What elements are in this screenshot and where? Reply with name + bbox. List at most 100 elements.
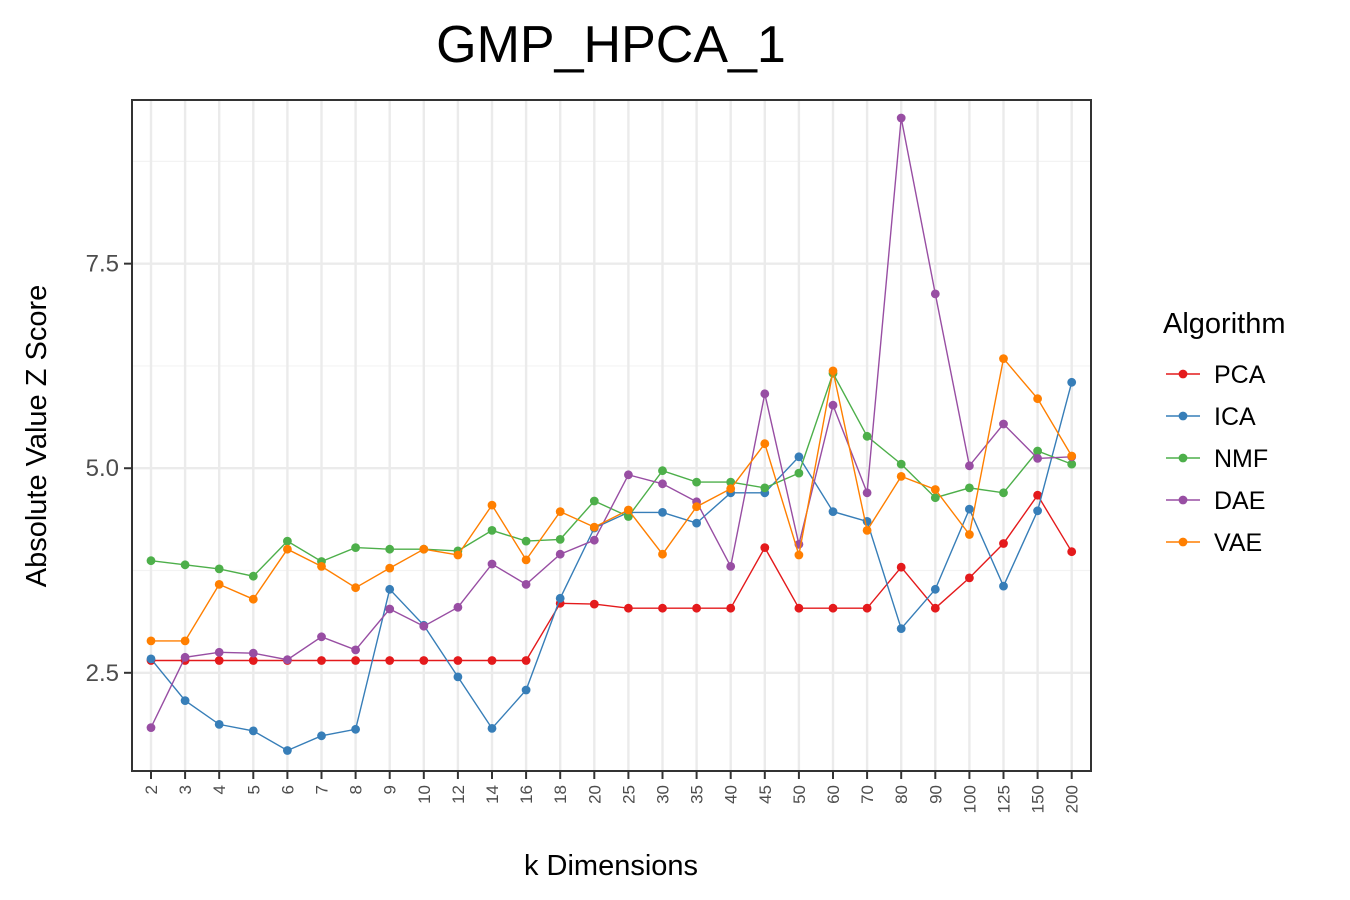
data-point-vae: [589, 522, 599, 532]
data-point-dae: [453, 602, 463, 612]
data-point-vae: [351, 583, 360, 593]
data-point-pca: [794, 603, 804, 613]
data-point-pca: [999, 539, 1008, 548]
x-tick-label: 2: [142, 785, 161, 794]
data-point-dae: [930, 289, 940, 299]
data-point-ica: [692, 518, 701, 528]
data-point-vae: [692, 502, 701, 512]
data-point-pca: [385, 656, 395, 665]
chart-title: GMP_HPCA_1: [436, 16, 786, 74]
x-tick-label: 125: [995, 785, 1014, 813]
data-point-ica: [385, 584, 395, 594]
data-point-ica: [999, 581, 1008, 591]
x-tick-label: 80: [892, 785, 911, 804]
data-point-vae: [965, 530, 974, 539]
legend-item-pca: PCA: [1166, 361, 1266, 389]
gridlines: [132, 100, 1091, 771]
data-point-dae: [419, 621, 429, 631]
data-point-pca: [896, 562, 906, 572]
y-tick-label: 2.5: [86, 660, 119, 687]
series-line-ica: [150, 382, 1073, 752]
data-point-dae: [521, 580, 531, 589]
data-point-ica: [965, 504, 974, 514]
data-point-dae: [214, 647, 224, 657]
series-line-dae: [150, 117, 1072, 728]
x-tick-label: 14: [483, 785, 502, 804]
data-point-nmf: [521, 536, 531, 546]
data-point-dae: [317, 632, 326, 642]
data-point-ica: [180, 696, 190, 705]
legend-item-ica: ICA: [1166, 403, 1256, 431]
data-point-vae: [999, 354, 1008, 363]
x-tick-label: 16: [517, 785, 536, 804]
data-point-dae: [965, 461, 974, 471]
data-point-nmf: [351, 543, 360, 552]
series-dae: [146, 113, 1077, 732]
data-point-dae: [658, 479, 667, 489]
data-point-ica: [1067, 377, 1077, 387]
x-axis-title: k Dimensions: [524, 850, 698, 882]
data-point-ica: [930, 584, 940, 594]
data-point-dae: [896, 113, 906, 123]
data-point-nmf: [589, 496, 599, 506]
data-point-ica: [828, 507, 838, 516]
x-tick-label: 70: [858, 785, 877, 804]
legend-key-point: [1178, 495, 1188, 505]
data-point-pca: [317, 656, 326, 665]
y-tick-label: 7.5: [86, 251, 119, 278]
data-point-vae: [214, 580, 224, 589]
data-point-nmf: [760, 483, 770, 493]
legend-key-point: [1178, 453, 1188, 463]
data-point-pca: [521, 656, 531, 665]
data-point-ica: [214, 720, 224, 729]
data-point-ica: [283, 746, 292, 755]
data-point-ica: [146, 654, 156, 664]
data-point-ica: [351, 724, 360, 734]
x-tick-label: 50: [790, 785, 809, 804]
data-point-pca: [1033, 490, 1042, 500]
data-point-vae: [1067, 451, 1077, 461]
x-tick-label: 100: [960, 785, 979, 813]
legend-label: NMF: [1214, 445, 1268, 473]
series-vae: [146, 354, 1077, 646]
data-point-ica: [521, 685, 531, 695]
data-point-pca: [214, 656, 224, 665]
series-ica: [146, 377, 1077, 755]
x-tick-label: 18: [551, 785, 570, 804]
legend: Algorithm PCA ICA NMF DAE VAE: [1163, 308, 1286, 557]
data-point-dae: [487, 559, 497, 569]
data-point-dae: [555, 549, 565, 559]
series-line-vae: [151, 357, 1073, 642]
data-point-vae: [453, 550, 463, 560]
x-tick-label: 5: [244, 785, 263, 794]
data-point-ica: [248, 726, 258, 736]
data-point-vae: [487, 500, 497, 510]
data-point-nmf: [214, 564, 224, 574]
data-point-vae: [180, 636, 190, 646]
legend-title: Algorithm: [1163, 308, 1286, 340]
data-point-vae: [248, 594, 258, 604]
x-tick-label: 40: [722, 785, 741, 804]
legend-label: VAE: [1214, 529, 1262, 557]
data-point-vae: [726, 484, 736, 494]
data-point-vae: [521, 555, 531, 565]
x-tick-label: 200: [1063, 785, 1082, 813]
series-layer: [146, 113, 1077, 755]
data-point-dae: [180, 652, 190, 662]
data-point-vae: [555, 507, 565, 516]
data-point-vae: [146, 636, 156, 646]
plot-panel-border: [131, 99, 1092, 772]
data-point-pca: [658, 603, 667, 613]
data-point-nmf: [726, 477, 736, 487]
data-point-vae: [624, 505, 633, 515]
y-axis-title: Absolute Value Z Score: [21, 285, 53, 588]
legend-label: PCA: [1214, 361, 1266, 389]
data-point-vae: [317, 562, 326, 571]
legend-item-dae: DAE: [1166, 487, 1265, 515]
data-point-dae: [828, 400, 838, 410]
data-point-ica: [555, 593, 565, 603]
y-axis: 2.5 5.0 7.5: [86, 251, 132, 687]
data-point-pca: [453, 656, 463, 665]
data-point-vae: [385, 563, 395, 573]
data-point-pca: [965, 573, 974, 583]
